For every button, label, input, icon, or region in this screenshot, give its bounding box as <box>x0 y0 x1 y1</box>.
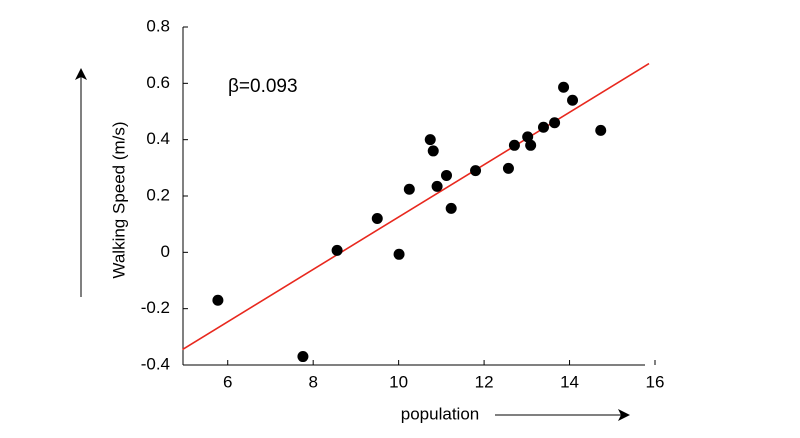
point <box>470 165 482 177</box>
point <box>558 81 570 93</box>
point <box>595 124 607 136</box>
point <box>403 183 415 195</box>
x-tick-label: 14 <box>560 372 579 391</box>
point <box>508 139 520 151</box>
y-tick-label: 0.4 <box>146 129 170 148</box>
x-tick-label: 16 <box>646 372 665 391</box>
y-tick-label: 0.6 <box>146 73 170 92</box>
y-tick-label: -0.2 <box>141 298 170 317</box>
point <box>393 248 405 260</box>
point <box>297 351 309 363</box>
point <box>549 117 561 129</box>
point <box>522 131 534 143</box>
point <box>431 180 443 192</box>
x-axis-label: population <box>401 404 479 423</box>
point <box>212 294 224 306</box>
point <box>567 94 579 106</box>
x-tick-label: 6 <box>223 372 232 391</box>
fit-line <box>182 62 650 351</box>
point <box>440 169 452 181</box>
x-tick-label: 10 <box>389 372 408 391</box>
y-tick-label: 0 <box>161 242 170 261</box>
point <box>424 134 436 146</box>
point <box>502 162 514 174</box>
point <box>331 244 343 256</box>
point <box>371 213 383 225</box>
y-tick-label: -0.4 <box>141 354 170 373</box>
y-axis-label: Walking Speed (m/s) <box>109 121 128 278</box>
point <box>525 139 537 151</box>
point <box>537 121 549 133</box>
annotation: β=0.093 <box>228 76 298 97</box>
y-tick-label: 0.2 <box>146 185 170 204</box>
x-tick-label: 12 <box>475 372 494 391</box>
point <box>445 202 457 214</box>
y-tick-label: 0.8 <box>146 16 170 35</box>
x-tick-label: 8 <box>308 372 317 391</box>
point <box>427 145 439 157</box>
